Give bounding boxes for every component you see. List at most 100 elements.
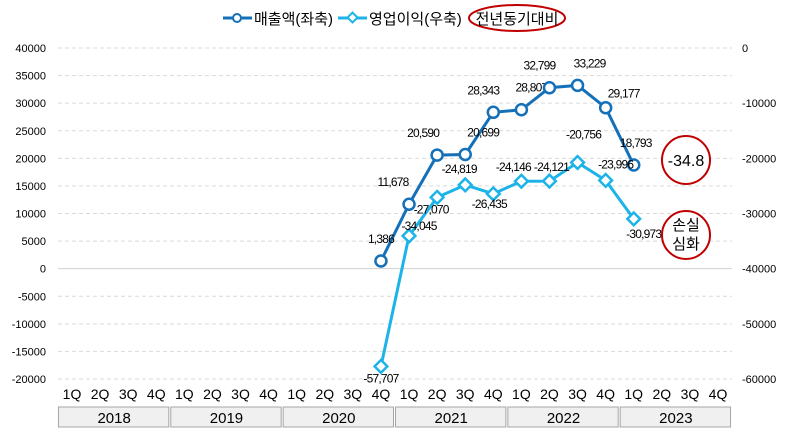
right-tick-label: -20000 [742,153,776,165]
revenue-data-label: 20,699 [467,125,500,139]
revenue-point [570,78,585,93]
quarter-label: 1Q [63,386,82,402]
operating-profit-point [428,189,446,206]
right-tick-label: -60000 [742,374,776,386]
revenue-point [626,158,641,172]
right-tick-label: -10000 [742,98,776,110]
quarter-label: 1Q [512,386,531,402]
left-tick-label: -15000 [12,346,46,358]
quarter-label: 4Q [484,386,503,402]
quarter-label: 2Q [652,386,671,402]
year-cell [507,406,619,428]
left-tick-label: 20000 [15,153,46,165]
quarter-label: 2Q [315,386,334,402]
revenue-point [486,105,501,120]
year-label: 2021 [434,410,467,427]
year-cell [57,406,170,428]
annotations: -34.8 손실 심화 [661,135,711,260]
revenue-point [374,254,388,268]
operating-profit-data-label: -26,435 [472,197,508,211]
year-cell [619,406,732,428]
quarter-label: 2Q [203,386,222,402]
legend-circle-marker-icon [232,13,242,23]
operating-profit-point [372,358,390,375]
operating-profit-point [541,172,558,190]
year-label: 2023 [659,410,692,427]
revenue-point [514,102,529,117]
left-tick-label: -20000 [12,374,46,386]
quarter-label: 4Q [147,386,166,402]
year-label: 2019 [210,410,243,427]
revenue-point [458,147,472,162]
quarter-label: 1Q [287,386,306,402]
operating-profit-data-label: -24,121 [534,160,570,174]
revenue-data-label: 28,807 [515,81,548,95]
quarter-label: 3Q [344,386,363,402]
year-label: 2018 [97,410,130,427]
loss-deepening-circle [661,210,711,260]
operating-profit-data-label: -24,819 [442,162,478,176]
quarter-label: 2Q [540,386,559,402]
quarter-label: 4Q [709,386,728,402]
quarter-label: 1Q [175,386,194,402]
operating-profit-data-label: -30,973 [626,227,662,241]
quarter-label: 3Q [231,386,250,402]
revenue-data-label: 33,229 [574,56,607,70]
revenue-point [542,80,557,95]
legend-revenue: 매출액(좌축) [254,11,333,28]
legend-highlight-ellipse [468,4,566,32]
revenue-data-label: 28,343 [467,83,500,97]
revenue-data-label: 20,590 [407,126,440,140]
yoy-change-circle [661,135,711,185]
revenue-point [598,100,613,115]
left-tick-label: -10000 [12,319,46,331]
series-line-0 [379,83,636,262]
left-tick-label: 15000 [15,181,46,193]
year-cell [282,406,394,428]
quarter-label: 2Q [91,386,110,402]
quarter-label: 2Q [428,386,447,402]
quarter-label: 3Q [456,386,475,402]
year-label: 2020 [322,410,355,427]
operating-profit-point [400,227,418,244]
quarter-label: 4Q [596,386,615,402]
revenue-data-label: 11,678 [378,175,410,189]
left-tick-label: 25000 [15,126,46,138]
operating-profit-point [485,185,502,202]
quarter-label: 4Q [372,386,391,402]
right-tick-label: -30000 [742,209,776,221]
left-tick-label: 35000 [15,71,46,83]
quarter-label: 4Q [259,386,278,402]
left-tick-label: 5000 [22,236,46,248]
revenue-data-label: 29,177 [608,87,641,101]
right-tick-label: 0 [742,43,748,55]
operating-profit-point [569,154,586,171]
revenue-data-label: 1,386 [368,232,395,246]
left-tick-label: -5000 [18,291,46,303]
year-cell [170,406,282,428]
revenue-data-label: 18,793 [620,136,653,150]
operating-profit-data-label: -24,146 [496,160,532,174]
quarter-label: 1Q [624,386,643,402]
left-tick-label: 40000 [15,43,46,55]
operating-profit-point [513,173,530,190]
left-tick-label: 0 [40,264,46,276]
operating-profit-point [625,210,642,227]
operating-profit-point [597,172,614,189]
legend-operating-profit: 영업이익(우축) [369,11,462,28]
revenue-point [430,148,444,162]
revenue-data-label: 32,799 [524,59,557,73]
yoy-change-value: -34.8 [668,153,705,170]
year-label: 2022 [547,410,580,427]
operating-profit-data-label: -34,045 [401,219,437,233]
operating-profit-data-label: -23,996 [598,157,634,171]
right-tick-label: -40000 [742,264,776,276]
left-tick-label: 30000 [15,98,46,110]
quarter-label: 3Q [119,386,138,402]
revenue-point [402,197,416,211]
operating-profit-data-label: -57,707 [363,371,399,385]
year-cell [395,406,507,428]
quarter-label: 3Q [568,386,587,402]
